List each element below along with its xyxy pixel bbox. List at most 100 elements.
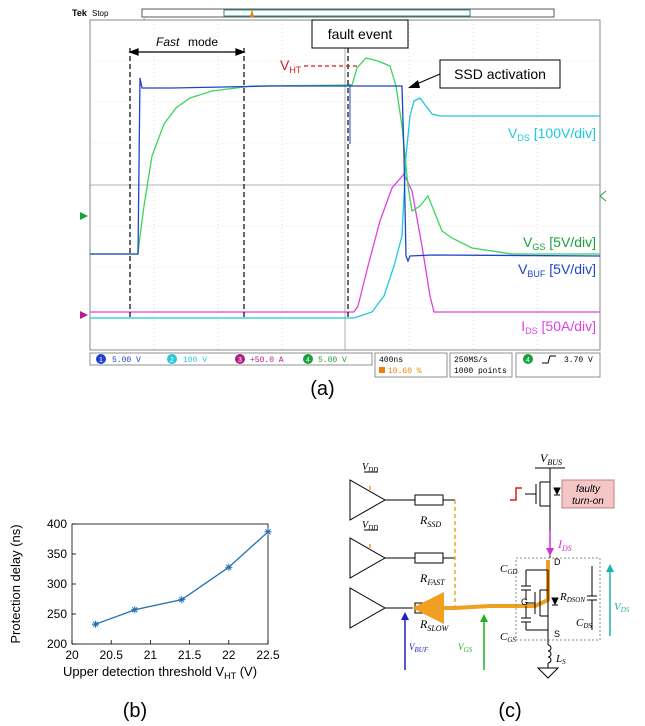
y-tick-label: 300 xyxy=(47,577,67,591)
trigger-position: 10.60 % xyxy=(388,367,422,376)
data-point-star xyxy=(131,606,139,614)
ssd-arrow-icon xyxy=(408,80,420,88)
scope-status-bar: 1 5.00 V 2 100 V 3 +50.0 A 4 5.00 V 400n… xyxy=(89,352,601,378)
cgs-capacitor xyxy=(521,606,548,631)
ch2-icon xyxy=(167,354,177,364)
x-tick-label: 20.5 xyxy=(100,648,124,662)
rfast-resistor xyxy=(414,552,444,564)
vds-label: VDS xyxy=(614,601,630,614)
gate-driver-circuit: VDD VDD RSSD RFAST RSLOW VBUF VGS VBUS f… xyxy=(349,451,630,679)
trigger-pos-icon xyxy=(379,367,385,373)
ls-label: LS xyxy=(555,653,566,666)
scope-status: Stop xyxy=(92,9,109,18)
y-tick-label: 350 xyxy=(47,547,67,561)
high-side-mosfet xyxy=(525,481,561,507)
vht-label: VHT xyxy=(280,57,302,75)
vbuf-trace-label: VBUF [5V/div] xyxy=(518,261,596,279)
node-g-label: G xyxy=(521,597,528,607)
svg-text:4: 4 xyxy=(306,357,310,364)
y-tick-label: 250 xyxy=(47,607,67,621)
vds-trace-label: VDS [100V/div] xyxy=(508,125,596,143)
trigger-level-icon xyxy=(599,190,607,202)
rssd-resistor xyxy=(414,494,444,506)
ch1-scale: 5.00 V xyxy=(112,356,141,365)
fault-event-label: fault event xyxy=(328,26,393,42)
sample-rate: 250MS/s xyxy=(454,356,488,365)
x-tick-label: 21 xyxy=(144,648,158,662)
vgs-label: VGS xyxy=(458,642,473,654)
ls-inductor xyxy=(547,644,552,664)
rising-edge-icon xyxy=(542,355,556,364)
rfast-label: RFAST xyxy=(419,571,445,587)
oscilloscope-capture: Tek Stop Fast mode fault even xyxy=(72,8,607,378)
fault-pulse-icon xyxy=(510,487,522,501)
timebase: 400ns xyxy=(379,356,403,365)
rdson-label: RDSON xyxy=(559,591,585,604)
fast-mode-label: mode xyxy=(188,35,218,49)
vdd-2-label: VDD xyxy=(362,520,378,532)
cgs-label: CGS xyxy=(500,631,516,644)
ch3-icon xyxy=(235,354,245,364)
record-length: 1000 points xyxy=(454,367,507,376)
ssd-buffer xyxy=(349,479,387,521)
x-tick-label: 22 xyxy=(222,648,236,662)
faulty-label-line2: turn-on xyxy=(572,496,604,507)
svg-text:3: 3 xyxy=(238,357,242,364)
trigger-channel-icon xyxy=(523,354,533,364)
ids-trace-label: IDS [50A/div] xyxy=(521,318,596,336)
fast-mode-annotation xyxy=(128,48,246,320)
ssd-activation-label: SSD activation xyxy=(454,66,546,82)
fast-mode-em: Fast xyxy=(156,35,180,49)
scope-brand: Tek xyxy=(72,8,88,18)
ch1-icon xyxy=(96,354,106,364)
x-tick-label: 21.5 xyxy=(178,648,202,662)
cgd-capacitor xyxy=(521,569,548,600)
vgs-arrow-icon xyxy=(480,614,488,622)
dut-package xyxy=(515,557,601,641)
rslow-label: RSLOW xyxy=(419,617,450,633)
x-tick-label: 22.5 xyxy=(256,648,280,662)
y-tick-label: 200 xyxy=(47,637,67,651)
vdd-1-label: VDD xyxy=(362,462,378,474)
ch4-scale: 5.00 V xyxy=(318,356,347,365)
waveform-ids xyxy=(90,172,600,313)
vbus-label: VBUS xyxy=(540,451,562,467)
chart-axes xyxy=(71,523,269,645)
x-axis-label: Upper detection threshold VHT (V) xyxy=(63,664,257,681)
cds-label: CDS xyxy=(576,617,592,630)
node-s-label: S xyxy=(554,629,560,639)
y-axis-label: Protection delay (ns) xyxy=(8,524,23,643)
ch4-ground-marker-icon xyxy=(80,212,88,220)
vbuf-label: VBUF xyxy=(409,642,429,654)
faulty-label-line1: faulty xyxy=(576,484,601,495)
data-point-star xyxy=(225,563,233,571)
waveform-vds xyxy=(90,97,600,319)
ch4-icon xyxy=(303,354,313,364)
waveform-vbuf xyxy=(90,77,601,263)
rssd-label: RSSD xyxy=(419,513,441,529)
record-bar xyxy=(141,8,555,18)
fast-buffer xyxy=(349,537,387,579)
low-side-mosfet xyxy=(526,570,559,617)
data-point-star xyxy=(264,528,272,536)
data-point-star xyxy=(178,596,186,604)
fault-event-box xyxy=(311,19,409,49)
protection-delay-chart: 20 20.5 21 21.5 22 22.5 200 250 300 350 400 Prote… xyxy=(8,517,280,681)
plot-frame xyxy=(71,523,269,645)
series-points xyxy=(92,528,272,628)
series-line xyxy=(95,531,269,625)
svg-text:1: 1 xyxy=(99,357,103,364)
x-tick-label: 20 xyxy=(65,648,79,662)
panel-c-label: (c) xyxy=(498,700,522,722)
ch2-scale: 100 V xyxy=(183,356,207,365)
y-tick-label: 400 xyxy=(47,517,67,531)
vds-arrow-icon xyxy=(606,564,614,572)
node-d-label: D xyxy=(554,557,561,567)
vbuf-arrow-icon xyxy=(401,612,409,620)
y-tick-labels: 200 250 300 350 400 xyxy=(47,517,67,651)
panel-b-label: (b) xyxy=(122,700,148,722)
trigger-level: 3.70 V xyxy=(564,356,593,365)
svg-text:2: 2 xyxy=(170,357,174,364)
vgs-trace-label: VGS [5V/div] xyxy=(523,234,596,252)
panel-a-label: (a) xyxy=(310,378,335,400)
